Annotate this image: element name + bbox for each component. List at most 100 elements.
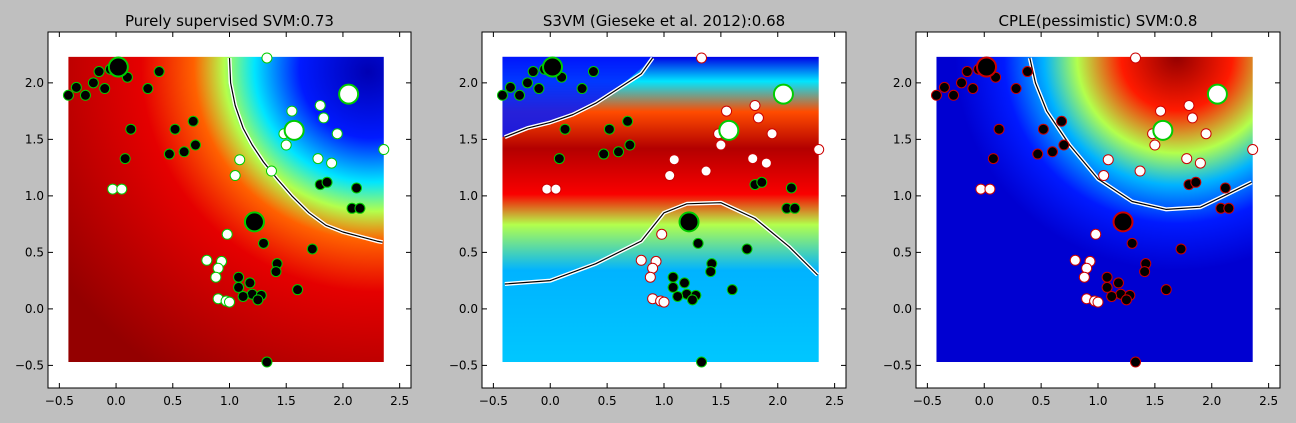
- data-point-class0: [1021, 66, 1033, 78]
- decision-boundary: [504, 57, 654, 138]
- data-point-class0: [1101, 271, 1113, 283]
- data-point-class1: [1183, 99, 1195, 111]
- data-point-class0: [938, 81, 950, 93]
- data-point-class0: [514, 89, 526, 101]
- y-tick-label: 0.5: [459, 245, 478, 259]
- chart-title: S3VM (Gieseke et al. 2012):0.68: [543, 12, 785, 30]
- data-point-class0: [125, 123, 137, 135]
- data-point-class0: [672, 290, 684, 302]
- data-point-class0: [142, 83, 154, 95]
- y-tick-label: 0.0: [893, 302, 912, 316]
- labeled-point-class0: [243, 211, 265, 233]
- data-point-class0: [496, 89, 508, 101]
- y-tick-label: 1.5: [459, 132, 478, 146]
- data-point-class0: [1130, 356, 1142, 368]
- data-point-class0: [354, 202, 366, 214]
- labeled-point-class0: [976, 56, 998, 78]
- x-tick-label: 2.0: [1202, 394, 1221, 408]
- y-tick-label: −0.5: [15, 358, 44, 372]
- data-point-class0: [622, 115, 634, 127]
- data-point-class1: [312, 153, 324, 165]
- data-point-class0: [1139, 266, 1151, 278]
- data-point-class0: [930, 89, 942, 101]
- x-tick-label: 1.5: [277, 394, 296, 408]
- data-point-class0: [587, 66, 599, 78]
- data-point-class0: [527, 66, 539, 78]
- data-point-class0: [993, 123, 1005, 135]
- data-point-class1: [1181, 153, 1193, 165]
- data-point-class1: [107, 183, 119, 195]
- data-point-class0: [789, 202, 801, 214]
- data-point-class1: [1092, 296, 1104, 308]
- chart-panel-2: −0.5 0.0 0.5 1.0 1.5 2.0 2.5 −0.5 0.0 0.5 1.0 1.5 2.…: [449, 12, 847, 408]
- x-tick-label: 0.5: [598, 394, 617, 408]
- data-point-class0: [967, 83, 979, 95]
- data-point-class0: [741, 243, 753, 255]
- data-point-class0: [1190, 176, 1202, 188]
- data-point-class0: [522, 77, 533, 89]
- y-tick-label: 2.0: [459, 76, 478, 90]
- x-tick-label: −0.5: [479, 394, 508, 408]
- data-point-class0: [1120, 294, 1132, 306]
- x-tick-label: 1.5: [711, 394, 730, 408]
- heatmap: [936, 56, 1253, 363]
- data-point-class1: [224, 296, 235, 308]
- data-point-class0: [70, 81, 82, 93]
- data-point-class1: [212, 262, 224, 274]
- y-tick-label: 1.0: [893, 189, 912, 203]
- chart-title: Purely supervised SVM:0.73: [125, 12, 334, 30]
- chart-panel-3: −0.5 0.0 0.5 1.0 1.5 2.0 2.5 −0.5 0.0 0.5 1.0 1.5 2.…: [883, 12, 1281, 408]
- data-point-class1: [656, 228, 668, 240]
- data-point-class1: [314, 99, 326, 111]
- data-point-class1: [760, 157, 772, 169]
- labeled-point-class1: [338, 83, 360, 105]
- y-tick-label: 1.5: [893, 132, 912, 146]
- heatmap-region-top-left: [502, 56, 653, 138]
- data-point-class1: [229, 170, 241, 182]
- data-point-class0: [270, 266, 282, 278]
- data-point-class1: [1194, 157, 1206, 169]
- labeled-point-class0: [542, 56, 564, 78]
- data-point-class0: [1101, 281, 1113, 293]
- data-point-class1: [280, 139, 292, 151]
- data-point-class0: [1106, 290, 1118, 302]
- data-point-class1: [378, 144, 390, 156]
- x-tick-label: 2.0: [333, 394, 352, 408]
- data-point-class0: [258, 237, 270, 249]
- chart-panel-1: −0.5 0.0 0.5 1.0 1.5 2.0 2.5 −0.5 0.0 0.5 1.0 1.5 2.…: [15, 12, 412, 408]
- y-tick-label: 0.5: [25, 245, 44, 259]
- data-point-class1: [286, 105, 298, 117]
- data-point-class0: [1058, 139, 1070, 151]
- data-point-class0: [1032, 148, 1044, 160]
- data-point-class1: [752, 112, 764, 124]
- x-tick-label: 1.0: [220, 394, 239, 408]
- data-point-class0: [261, 356, 273, 368]
- data-point-class1: [1247, 144, 1259, 156]
- data-point-class0: [559, 123, 571, 135]
- data-point-class0: [1160, 284, 1172, 296]
- data-point-class0: [553, 153, 565, 165]
- decision-boundary-2: [504, 202, 819, 285]
- data-point-class0: [163, 148, 175, 160]
- data-point-class0: [244, 277, 256, 289]
- data-point-class0: [351, 182, 363, 194]
- data-point-class1: [984, 183, 996, 195]
- data-point-class0: [321, 176, 333, 188]
- heatmap: [68, 56, 384, 363]
- data-point-class1: [116, 183, 128, 195]
- data-point-class0: [87, 77, 99, 89]
- data-point-class0: [948, 89, 960, 101]
- labeled-point-class0: [107, 56, 129, 78]
- data-point-class0: [189, 139, 201, 151]
- data-point-class1: [326, 157, 338, 169]
- data-point-class0: [598, 148, 610, 160]
- data-point-class1: [1090, 228, 1102, 240]
- data-point-class0: [1112, 277, 1124, 289]
- data-point-class0: [178, 146, 190, 158]
- data-point-class0: [678, 277, 690, 289]
- data-point-class1: [1098, 170, 1110, 182]
- data-point-class1: [318, 112, 330, 124]
- data-point-class1: [635, 254, 647, 266]
- data-point-class0: [987, 153, 999, 165]
